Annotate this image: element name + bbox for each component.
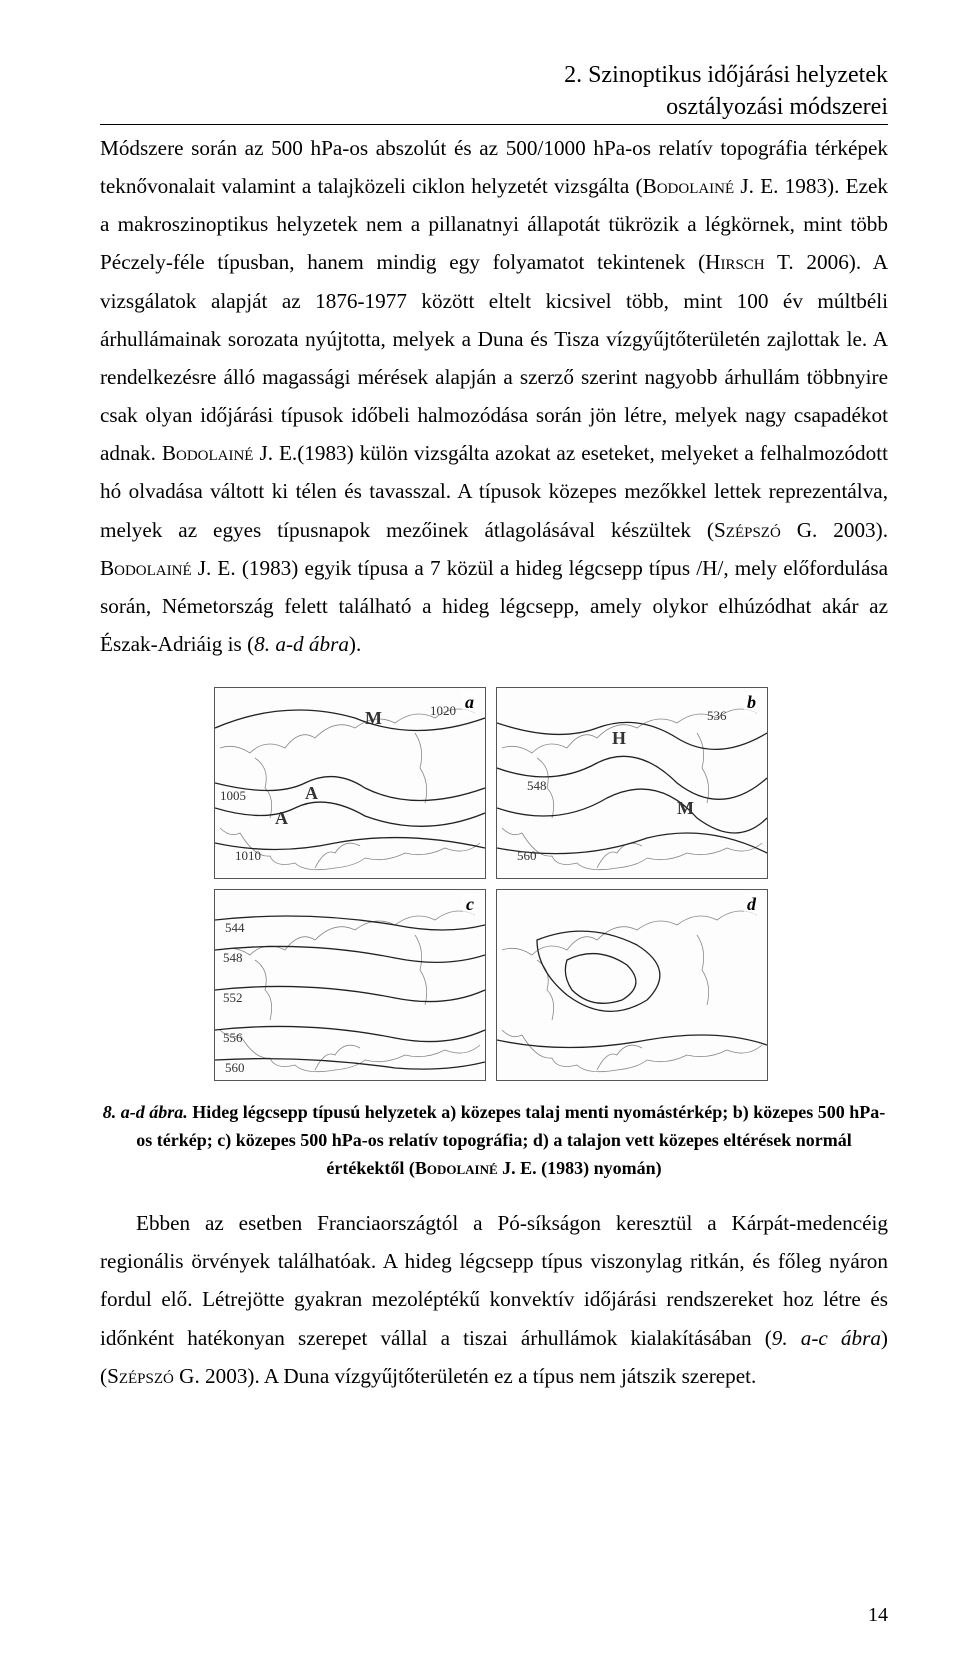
map-annotation: 552 bbox=[223, 990, 243, 1006]
p1-cite1: Bodolainé J. E. bbox=[643, 174, 779, 198]
map-annotation: 1005 bbox=[220, 788, 246, 804]
map-annotation: 1010 bbox=[235, 848, 261, 864]
p1-figref: 8. a-d ábra bbox=[254, 632, 349, 656]
figure-8: a M AA 1020 1005 1010 b H M 536 548 560 c 544 548 552… bbox=[214, 687, 774, 1081]
map-annotation: A bbox=[275, 808, 288, 829]
map-annotation: 548 bbox=[527, 778, 547, 794]
figure-8-panel-a: a M AA 1020 1005 1010 bbox=[214, 687, 486, 879]
map-annotation: 560 bbox=[225, 1060, 245, 1076]
map-annotation: M bbox=[677, 798, 694, 819]
map-annotation: 556 bbox=[223, 1030, 243, 1046]
map-annotation: M bbox=[365, 708, 382, 729]
paragraph-1: Módszere során az 500 hPa-os abszolút és… bbox=[100, 129, 888, 663]
map-annotation: 536 bbox=[707, 708, 727, 724]
p1-cont2: 2006). A vizsgálatok alapját az 1876-197… bbox=[100, 250, 888, 465]
map-annotation: 548 bbox=[223, 950, 243, 966]
map-annotation: 544 bbox=[225, 920, 245, 936]
p1-cont4: 2003). bbox=[817, 518, 888, 542]
panel-label: c bbox=[463, 894, 477, 915]
p2b: 2003). A Duna vízgyűjtőterületén ez a tí… bbox=[200, 1364, 757, 1388]
paragraph-2: Ebben az esetben Franciaországtól a Pó-s… bbox=[100, 1204, 888, 1395]
map-annotation: H bbox=[612, 728, 626, 749]
running-head-line2: osztályozási módszerei bbox=[100, 92, 888, 125]
figure-8-caption: 8. a-d ábra. Hideg légcsepp típusú helyz… bbox=[100, 1099, 888, 1183]
caption-lead: 8. a-d ábra. bbox=[103, 1102, 188, 1122]
p1-cite3: Bodolainé J. E. bbox=[162, 441, 297, 465]
p1-cite4: Szépszó G. bbox=[714, 518, 817, 542]
map-annotation: 560 bbox=[517, 848, 537, 864]
figure-8-panel-d: d bbox=[496, 889, 768, 1081]
p2-figref: 9. a-c ábra bbox=[772, 1326, 881, 1350]
panel-label: d bbox=[744, 894, 759, 915]
map-annotation: 1020 bbox=[430, 703, 456, 719]
p1-cite5: Bodolainé J. E. bbox=[100, 556, 236, 580]
p2-cite: Szépszó G. bbox=[107, 1364, 200, 1388]
p1-end: ). bbox=[349, 632, 361, 656]
map-annotation: A bbox=[305, 783, 318, 804]
panel-label: a bbox=[462, 692, 477, 713]
p2a: Ebben az esetben Franciaországtól a Pó-s… bbox=[100, 1211, 888, 1349]
figure-8-panel-c: c 544 548 552 556 560 bbox=[214, 889, 486, 1081]
panel-label: b bbox=[744, 692, 759, 713]
running-head-line1: 2. Szinoptikus időjárási helyzetek bbox=[100, 60, 888, 90]
page-number: 14 bbox=[868, 1604, 888, 1627]
caption-cite: Bodolainé J. E. bbox=[415, 1158, 537, 1178]
figure-8-panel-b: b H M 536 548 560 bbox=[496, 687, 768, 879]
caption-rest2: (1983) nyomán) bbox=[537, 1158, 662, 1178]
p1-cite2: Hirsch T. bbox=[705, 250, 794, 274]
